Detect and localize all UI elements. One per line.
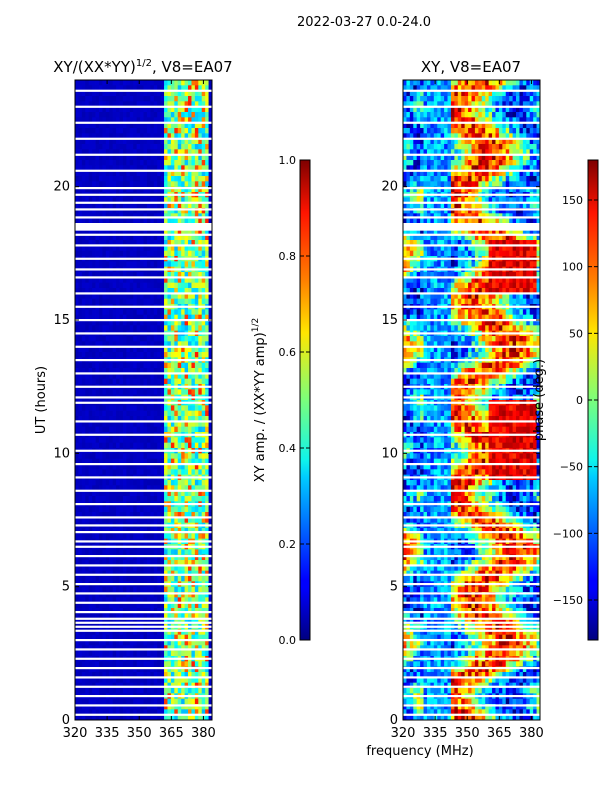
colorbar-tick-label: 100 [562,261,583,274]
phase-colorbar-label: phase (deg.) [532,359,547,441]
y-tick-label: 5 [390,580,398,595]
phase-axes: 320 335 350 365 380 0 5 10 15 20 [381,80,544,741]
x-tick-label: 350 [127,726,152,741]
y-tick-label: 15 [381,313,398,328]
phase-heatmap [403,80,540,720]
colorbar-tick-label: 1.0 [279,154,297,167]
x-tick-label: 380 [519,726,544,741]
phase-colorbar-ticks: 150 100 50 0 −50 −100 −150 [553,194,598,607]
colorbar-tick-label: −150 [553,594,583,607]
colorbar-tick-label: 50 [569,327,583,340]
amplitude-heatmap [75,80,212,720]
right-panel-title: XY, V8=EA07 [421,58,521,76]
colorbar-tick-label: 0.2 [279,538,297,551]
y-tick-label: 20 [53,180,70,195]
x-axis-label: frequency (MHz) [366,744,473,759]
colorbar-tick-label: 0.0 [279,634,297,647]
x-tick-label: 365 [159,726,184,741]
colorbar-tick-label: −100 [553,527,583,540]
colorbar-tick-label: −50 [560,461,583,474]
y-tick-label: 10 [381,446,398,461]
amplitude-colorbar [299,159,311,641]
amplitude-colorbar-label: XY amp. / (XX*YY amp)1/2 [251,318,268,482]
y-tick-label: 0 [62,713,70,728]
y-tick-label: 0 [390,713,398,728]
x-tick-label: 380 [191,726,216,741]
x-tick-label: 365 [487,726,512,741]
colorbar-tick-label: 0.6 [279,346,297,359]
x-tick-label: 335 [95,726,120,741]
colorbar-tick-label: 0.4 [279,442,297,455]
amplitude-plot-frame [74,79,213,721]
x-tick-label: 320 [391,726,416,741]
amplitude-colorbar-ticks: 0.0 0.2 0.4 0.6 0.8 1.0 [279,154,310,647]
colorbar-tick-label: 150 [562,194,583,207]
y-tick-label: 20 [381,180,398,195]
y-tick-label: 15 [53,313,70,328]
x-tick-label: 350 [455,726,480,741]
x-tick-label: 335 [423,726,448,741]
x-tick-label: 320 [63,726,88,741]
colorbar-tick-label: 0.8 [279,250,297,263]
y-tick-label: 10 [53,446,70,461]
left-panel-title: XY/(XX*YY)1/2, V8=EA07 [53,58,232,76]
figure-suptitle: 2022-03-27 0.0-24.0 [297,15,431,30]
y-tick-label: 5 [62,580,70,595]
colorbar-tick-label: 0 [576,394,583,407]
y-axis-label: UT (hours) [34,366,49,434]
amplitude-axes: 320 335 350 365 380 0 5 10 15 20 [53,80,216,741]
phase-plot-frame [402,79,541,721]
